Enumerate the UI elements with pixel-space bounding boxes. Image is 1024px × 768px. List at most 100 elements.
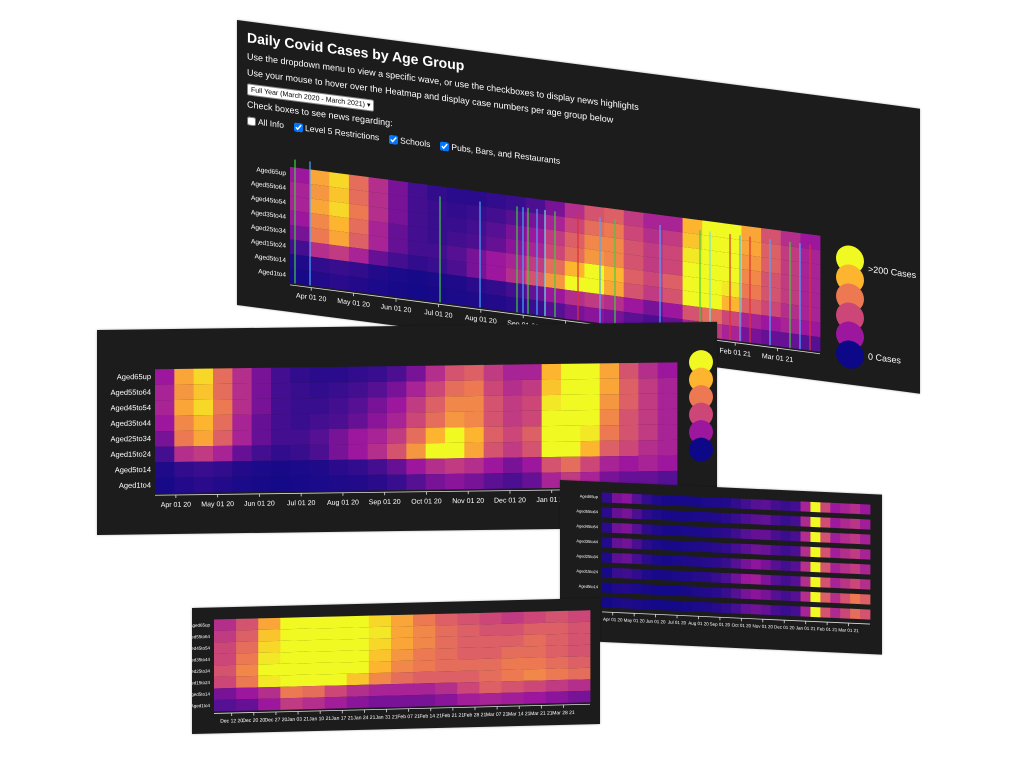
heatmap-cell	[711, 512, 722, 523]
heatmap-cell	[155, 477, 175, 494]
heatmap-cell	[155, 430, 175, 447]
heatmap-cell	[525, 197, 546, 215]
heatmap-cell	[701, 601, 712, 613]
heatmap-cell	[503, 379, 523, 396]
heatmap-cell	[671, 570, 682, 582]
heatmap-cell	[479, 658, 502, 671]
heatmap-cell	[479, 669, 502, 682]
x-tick-label: Aug 01 20	[688, 621, 709, 627]
heatmap-cell	[702, 292, 723, 311]
heatmap-cell	[580, 363, 601, 380]
heatmap-cell	[387, 381, 407, 398]
heatmap-cell	[232, 414, 253, 431]
heatmap-cell	[406, 365, 427, 382]
heatmap-cell	[651, 509, 662, 521]
heatmap-cell	[721, 542, 732, 554]
checkbox-input[interactable]	[294, 121, 303, 133]
heatmap-cell	[750, 559, 762, 570]
heatmap-cell	[503, 472, 523, 489]
heatmap-cell	[251, 383, 272, 399]
heatmap-cell	[541, 456, 562, 473]
heatmap-cell	[580, 425, 601, 442]
heatmap-cell	[623, 239, 644, 257]
age-group-label: Aged5to14	[115, 465, 151, 474]
checkbox-input[interactable]	[389, 134, 399, 145]
heatmap-cell	[580, 394, 601, 411]
legend-swatch	[689, 350, 713, 375]
checkbox-input[interactable]	[247, 115, 256, 126]
heatmap-cell	[651, 584, 662, 596]
x-tick-label: Mar 28 21	[552, 710, 575, 717]
heatmap-cell	[602, 537, 613, 548]
heatmap-cell	[701, 496, 712, 508]
heatmap-cell	[413, 614, 436, 627]
heatmap-cell	[631, 538, 643, 550]
heatmap-cell	[427, 271, 448, 289]
heatmap-cell	[731, 543, 742, 554]
heatmap-cell	[413, 683, 436, 696]
heatmap-cell	[561, 363, 581, 380]
heatmap-cell	[213, 461, 233, 477]
heatmap-cell	[387, 443, 407, 460]
heatmap-cell	[258, 698, 281, 711]
age-group-label: Aged45to54	[576, 523, 598, 529]
heatmap-cell	[390, 660, 414, 673]
heatmap-cell	[621, 493, 633, 504]
heatmap-cell	[174, 384, 195, 400]
heatmap-cell	[232, 445, 253, 462]
heatmap-cell	[584, 277, 605, 295]
heatmap-cell	[740, 498, 752, 510]
heatmap-cell	[214, 699, 237, 712]
heatmap-cell	[479, 692, 502, 705]
heatmap-cell	[388, 237, 409, 255]
heatmap-cell	[643, 299, 664, 317]
heatmap-cell	[800, 561, 811, 572]
heatmap-cell	[840, 563, 851, 574]
heatmap-cell	[681, 586, 692, 597]
heatmap-cell	[280, 697, 303, 710]
heatmap-cell	[619, 440, 639, 457]
heatmap-cell	[213, 430, 233, 446]
heatmap-cell	[486, 206, 507, 224]
heatmap-cell	[800, 591, 811, 602]
heatmap-cell	[346, 673, 370, 686]
heatmap-cell	[790, 605, 801, 617]
heatmap-cell	[523, 668, 547, 681]
heatmap-cell	[711, 557, 722, 568]
heatmap-cell	[503, 426, 523, 443]
heatmap-cell	[657, 393, 678, 410]
checkbox-input[interactable]	[440, 140, 450, 152]
heatmap-cell	[367, 381, 388, 398]
heatmap-cell	[564, 275, 585, 293]
heatmap-cell	[820, 502, 831, 513]
heatmap-cell	[541, 363, 562, 380]
heatmap-cell	[407, 269, 428, 287]
heatmap-cell	[545, 610, 569, 623]
heatmap-cell	[348, 247, 369, 265]
heatmap-cell	[638, 393, 659, 410]
heatmap-cell	[611, 522, 623, 534]
heatmap-cell	[368, 278, 389, 296]
x-tick-label: May 01 20	[201, 501, 234, 508]
heatmap-cell	[621, 598, 633, 609]
heatmap-cell	[691, 601, 702, 612]
heatmap-cell	[258, 629, 281, 642]
heatmap-cell	[503, 441, 523, 458]
heatmap-cell	[155, 446, 175, 463]
heatmap-cell	[348, 276, 369, 294]
heatmap-cell	[280, 640, 303, 653]
heatmap-cell	[368, 177, 389, 195]
heatmap-cell	[435, 659, 458, 672]
heatmap-cell	[251, 398, 272, 415]
heatmap-cell	[850, 503, 861, 515]
heatmap-cell	[830, 592, 841, 604]
heatmap-cell	[501, 623, 525, 636]
heatmap-cell	[840, 518, 851, 529]
heatmap-cell	[671, 525, 682, 537]
legend-swatch	[689, 420, 713, 445]
heatmap-cell	[611, 582, 623, 594]
heatmap-cell	[464, 395, 485, 412]
age-group-label: Aged55to64	[576, 508, 598, 514]
heatmap-cell	[329, 258, 350, 277]
heatmap-cell	[258, 663, 281, 676]
